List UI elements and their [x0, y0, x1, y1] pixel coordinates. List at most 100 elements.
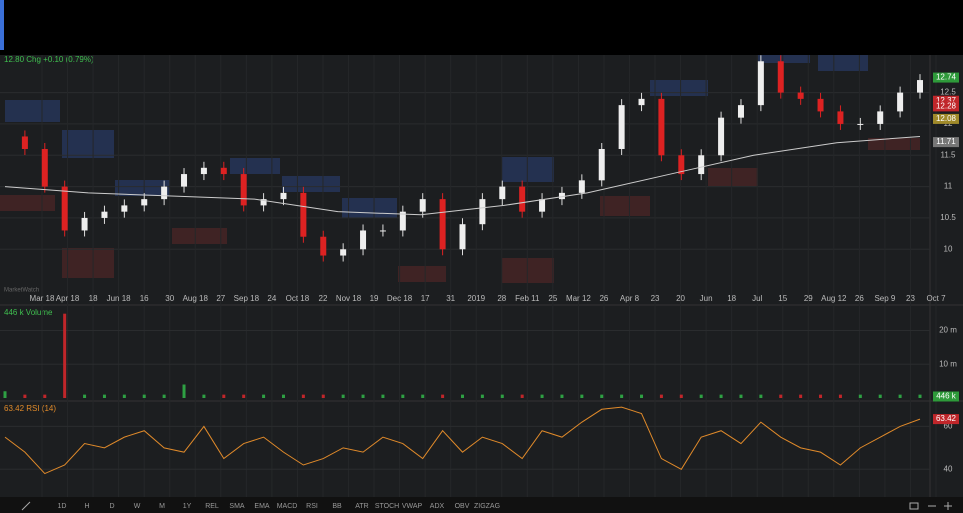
x-tick-label: 22: [319, 294, 328, 303]
x-tick-label: 20: [676, 294, 685, 303]
candle: [240, 174, 247, 206]
candle: [698, 155, 705, 175]
zone: [0, 195, 55, 211]
volume-bar: [600, 394, 604, 398]
toolbar-item[interactable]: W: [134, 503, 141, 510]
toolbar-item[interactable]: 1D: [58, 503, 67, 510]
volume-bar: [43, 394, 47, 398]
zone: [818, 55, 868, 71]
toolbar-item[interactable]: 1Y: [183, 503, 192, 510]
volume-bar: [779, 394, 783, 398]
candle: [21, 136, 28, 149]
volume-bar: [162, 394, 166, 398]
volume-bar: [361, 394, 365, 398]
candle: [797, 92, 804, 99]
toolbar-item[interactable]: STOCH: [375, 503, 399, 510]
x-tick-label: 28: [497, 294, 506, 303]
toolbar-item[interactable]: MACD: [277, 503, 298, 510]
candle: [379, 230, 386, 232]
x-tick-label: 16: [140, 294, 149, 303]
toolbar-item[interactable]: ATR: [355, 503, 368, 510]
volume-bar: [341, 394, 345, 398]
volume-bar: [381, 394, 385, 398]
volume-bar: [142, 394, 146, 398]
price-tag-label: 11.71: [936, 137, 956, 146]
volume-bar: [122, 394, 126, 398]
zone: [708, 168, 758, 186]
rsi-line: [4, 406, 921, 475]
price-tag-label: 12.08: [936, 114, 957, 123]
candle: [718, 117, 725, 156]
candle: [61, 186, 68, 231]
x-tick-label: 24: [267, 294, 276, 303]
volume-bar: [679, 394, 683, 398]
draw-icon: [21, 501, 31, 511]
candle: [638, 98, 645, 106]
toolbar-item[interactable]: SMA: [229, 503, 245, 510]
price-tag-label: 12.37: [936, 96, 957, 105]
volume-bar: [401, 394, 405, 398]
x-tick-label: 23: [651, 294, 660, 303]
candle: [260, 199, 267, 206]
zone: [62, 130, 114, 158]
toolbar-item[interactable]: EMA: [254, 503, 270, 510]
candle: [539, 199, 546, 212]
candle: [121, 205, 128, 212]
candle: [141, 199, 148, 206]
candle: [419, 199, 426, 212]
x-tick-label: 2019: [467, 294, 485, 303]
x-tick-label: Feb 11: [515, 294, 540, 303]
toolbar-item[interactable]: VWAP: [402, 503, 423, 510]
toolbar-item[interactable]: D: [109, 503, 114, 510]
x-tick-label: Oct 18: [286, 294, 310, 303]
volume-tag: [933, 391, 959, 402]
y-tick-label: 10: [944, 244, 953, 253]
candle: [837, 111, 844, 124]
x-tick-label: 23: [906, 294, 915, 303]
toolbar-item[interactable]: OBV: [455, 503, 470, 510]
candle: [558, 192, 565, 200]
candle: [220, 167, 227, 175]
candle: [280, 192, 287, 200]
candle: [618, 105, 625, 149]
toolbar-item[interactable]: ADX: [430, 503, 445, 510]
x-tick-label: 15: [778, 294, 787, 303]
x-tick-label: Nov 18: [336, 294, 362, 303]
candle: [479, 199, 486, 225]
toolbar-item[interactable]: H: [84, 503, 89, 510]
candle: [598, 149, 605, 181]
zone: [230, 158, 280, 174]
x-tick-label: Sep 18: [234, 294, 260, 303]
rsi-tag-label: 63.42: [936, 414, 957, 423]
x-tick-label: 18: [727, 294, 736, 303]
volume-bar: [262, 394, 266, 398]
volume-tag-label: 446 k: [936, 392, 957, 401]
price-tag-label: 12.74: [936, 73, 957, 82]
candle: [877, 111, 884, 124]
toolbar-item[interactable]: RSI: [306, 503, 318, 510]
price-tag: [933, 137, 959, 148]
volume-bar: [858, 394, 862, 398]
price-tag-label: 12.28: [936, 101, 957, 110]
volume-bar: [918, 394, 922, 398]
zone: [172, 228, 227, 244]
volume-bar: [301, 394, 305, 398]
source-text: MarketWatch: [4, 288, 39, 294]
volume-bar: [500, 394, 504, 398]
price-tag: [933, 95, 959, 106]
toolbar-item[interactable]: REL: [205, 503, 219, 510]
toolbar: [0, 497, 963, 513]
volume-bar: [898, 394, 902, 398]
volume-bar: [23, 394, 27, 398]
candle: [499, 186, 506, 200]
toolbar-item[interactable]: M: [159, 503, 165, 510]
volume-bar: [759, 394, 763, 398]
toolbar-item[interactable]: ZIGZAG: [474, 503, 500, 510]
candle: [678, 155, 685, 175]
x-tick-label: Oct 7: [926, 294, 946, 303]
volume-bar: [560, 394, 564, 398]
candle: [340, 249, 347, 256]
toolbar-item[interactable]: BB: [332, 503, 342, 510]
rsi-tag: [933, 414, 959, 425]
candle: [181, 174, 188, 187]
